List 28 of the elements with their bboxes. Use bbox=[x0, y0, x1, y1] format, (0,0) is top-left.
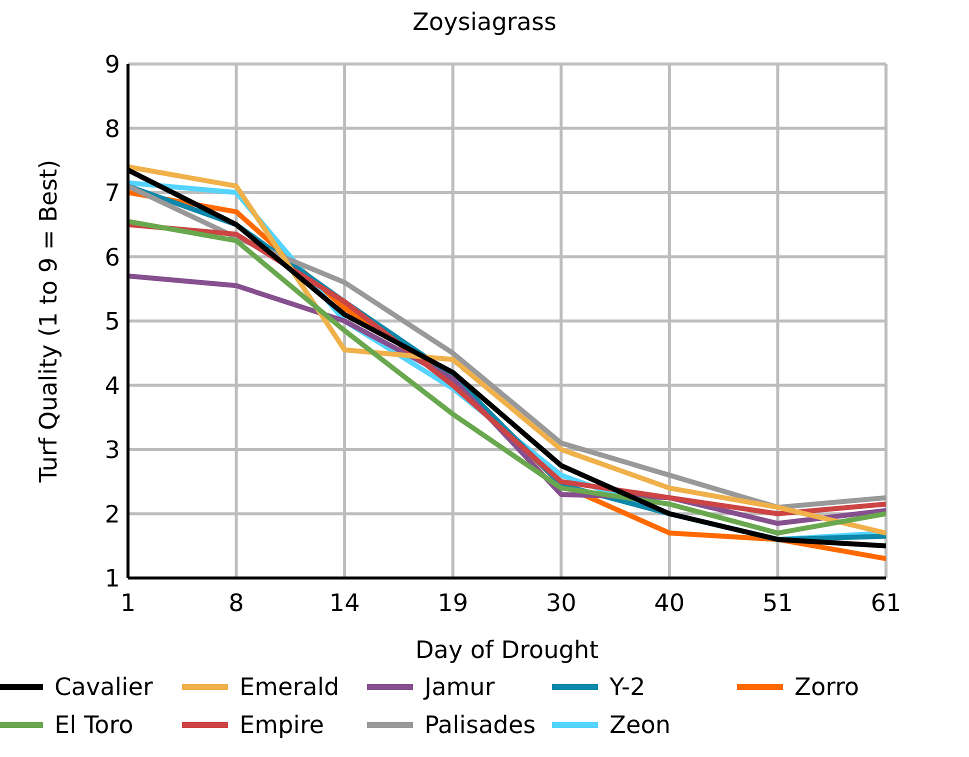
y-tick-label: 7 bbox=[104, 179, 120, 208]
y-tick-label: 6 bbox=[104, 243, 120, 272]
x-tick-label: 30 bbox=[546, 589, 576, 618]
x-tick-label: 8 bbox=[228, 589, 244, 618]
x-axis-title: Day of Drought bbox=[415, 636, 599, 664]
legend-label: El Toro bbox=[54, 711, 134, 739]
x-tick-label: 19 bbox=[438, 589, 468, 618]
legend-label: Empire bbox=[240, 711, 324, 739]
y-tick-label: 9 bbox=[104, 50, 120, 79]
y-axis-title: Turf Quality (1 to 9 = Best) bbox=[34, 160, 63, 484]
legend-label: Emerald bbox=[240, 673, 340, 701]
x-tick-label: 14 bbox=[329, 589, 360, 618]
x-tick-label: 61 bbox=[870, 589, 902, 618]
y-tick-label: 3 bbox=[104, 436, 120, 464]
legend-label: Zorro bbox=[794, 673, 860, 701]
y-tick-label: 5 bbox=[104, 308, 120, 336]
legend-label: Palisades bbox=[424, 711, 536, 739]
legend-label: Jamur bbox=[424, 673, 495, 701]
legend-label: Cavalier bbox=[54, 673, 153, 701]
legend-label: Zeon bbox=[610, 711, 671, 739]
chart-title: Zoysiagrass bbox=[411, 8, 558, 38]
x-tick-label: 40 bbox=[654, 589, 685, 618]
y-tick-label: 4 bbox=[104, 372, 120, 400]
legend-label: Y-2 bbox=[610, 673, 646, 701]
x-tick-label: 51 bbox=[762, 589, 793, 618]
y-tick-label: 1 bbox=[104, 564, 120, 593]
y-tick-label: 2 bbox=[104, 500, 120, 528]
y-tick-label: 8 bbox=[104, 114, 120, 143]
